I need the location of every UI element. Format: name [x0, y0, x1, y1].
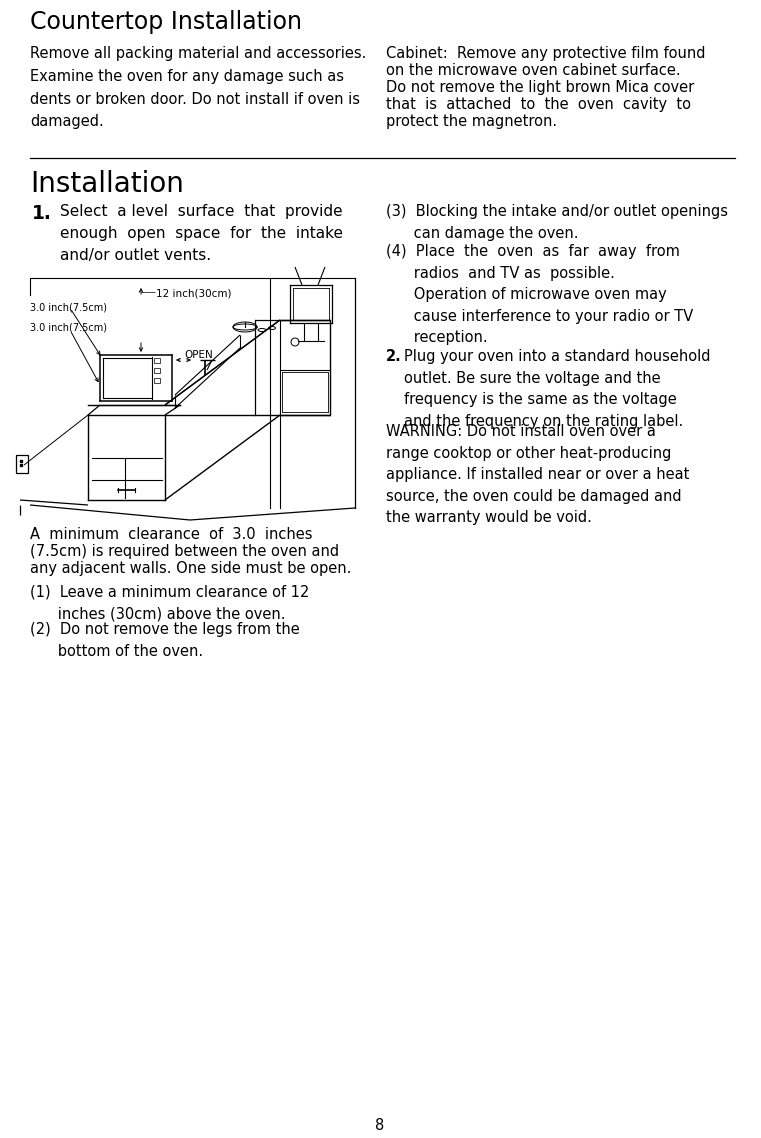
Text: (1)  Leave a minimum clearance of 12
      inches (30cm) above the oven.: (1) Leave a minimum clearance of 12 inch…	[30, 584, 310, 621]
Text: 12 inch(30cm): 12 inch(30cm)	[156, 288, 231, 298]
Text: (3)  Blocking the intake and/or outlet openings
      can damage the oven.: (3) Blocking the intake and/or outlet op…	[386, 204, 728, 240]
Text: Remove all packing material and accessories.
Examine the oven for any damage suc: Remove all packing material and accessor…	[30, 46, 366, 130]
Text: Do not remove the light brown Mica cover: Do not remove the light brown Mica cover	[386, 80, 694, 94]
Text: OPEN: OPEN	[184, 351, 213, 360]
Text: (4)  Place  the  oven  as  far  away  from
      radios  and TV as  possible.
  : (4) Place the oven as far away from radi…	[386, 244, 693, 346]
Text: protect the magnetron.: protect the magnetron.	[386, 114, 557, 129]
Text: that  is  attached  to  the  oven  cavity  to: that is attached to the oven cavity to	[386, 97, 691, 112]
Text: A  minimum  clearance  of  3.0  inches: A minimum clearance of 3.0 inches	[30, 527, 313, 542]
Text: Cabinet:  Remove any protective film found: Cabinet: Remove any protective film foun…	[386, 46, 705, 61]
Text: (2)  Do not remove the legs from the
      bottom of the oven.: (2) Do not remove the legs from the bott…	[30, 622, 300, 659]
Text: WARNING: Do not install oven over a
range cooktop or other heat-producing
applia: WARNING: Do not install oven over a rang…	[386, 424, 689, 526]
Bar	[154, 358, 160, 363]
Text: (7.5cm) is required between the oven and: (7.5cm) is required between the oven and	[30, 544, 339, 559]
Text: Plug your oven into a standard household
outlet. Be sure the voltage and the
fre: Plug your oven into a standard household…	[404, 349, 711, 429]
Text: Countertop Installation: Countertop Installation	[30, 10, 302, 34]
Text: 2.: 2.	[386, 349, 402, 364]
Text: Select  a level  surface  that  provide
enough  open  space  for  the  intake
an: Select a level surface that provide enou…	[60, 204, 343, 263]
Text: 1.: 1.	[32, 204, 52, 223]
Text: 8: 8	[375, 1118, 384, 1133]
Text: 3.0 inch(7.5cm): 3.0 inch(7.5cm)	[30, 322, 107, 332]
Bar	[154, 378, 160, 384]
Bar	[16, 455, 28, 473]
Text: Installation: Installation	[30, 170, 184, 198]
Bar	[154, 368, 160, 373]
Text: 3.0 inch(7.5cm): 3.0 inch(7.5cm)	[30, 302, 107, 312]
Text: on the microwave oven cabinet surface.: on the microwave oven cabinet surface.	[386, 63, 680, 79]
Text: any adjacent walls. One side must be open.: any adjacent walls. One side must be ope…	[30, 561, 352, 576]
